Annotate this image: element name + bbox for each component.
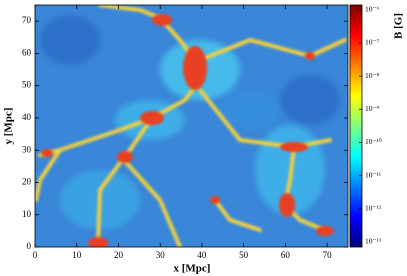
- colorbar-tick-label: 10⁻¹³: [365, 237, 382, 246]
- y-tick-label: 10: [22, 209, 32, 219]
- colorbar-tick-label: 10⁻⁷: [365, 38, 379, 47]
- x-tick-label: 20: [114, 250, 124, 260]
- x-tick-label: 10: [72, 250, 82, 260]
- colorbar-tick-label: 10⁻¹⁰: [365, 137, 382, 146]
- x-axis-label: x [Mpc]: [174, 263, 211, 275]
- colorbar-tick-label: 10⁻¹¹: [365, 170, 381, 179]
- colorbar-tick-label: 10⁻⁶: [365, 5, 379, 14]
- y-tick-label: 30: [22, 144, 32, 154]
- colorbar-tick-label: 10⁻¹²: [365, 203, 382, 212]
- x-tick-label: 40: [197, 250, 207, 260]
- field-image: [35, 5, 348, 247]
- y-tick-label: 60: [22, 47, 32, 57]
- plot-frame: [34, 4, 349, 248]
- x-tick-label: 0: [33, 250, 38, 260]
- x-tick-label: 60: [281, 250, 291, 260]
- y-tick-label: 40: [22, 112, 32, 122]
- y-tick-label: 50: [22, 80, 32, 90]
- y-tick-label: 20: [22, 177, 32, 187]
- x-tick-label: 70: [323, 250, 333, 260]
- colorbar-label: B [G]: [393, 13, 405, 39]
- colorbar-tick-label: 10⁻⁸: [365, 71, 379, 80]
- x-tick-label: 50: [239, 250, 249, 260]
- colorbar-tick-label: 10⁻⁹: [365, 104, 379, 113]
- y-tick-label: 70: [22, 15, 32, 25]
- y-tick-label: 0: [27, 241, 32, 251]
- y-axis-label: y [Mpc]: [3, 108, 15, 145]
- colorbar: [349, 4, 363, 248]
- x-tick-label: 30: [156, 250, 166, 260]
